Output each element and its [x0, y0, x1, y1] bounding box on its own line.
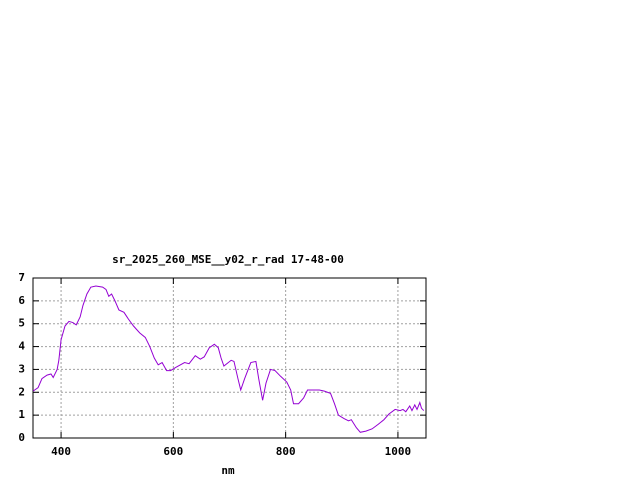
y-tick-label: 5: [18, 317, 25, 330]
y-tick-label: 6: [18, 294, 25, 307]
chart-title: sr_2025_260_MSE__y02_r_rad 17-48-00: [112, 253, 344, 266]
y-tick-label: 7: [18, 271, 25, 284]
x-tick-label: 600: [163, 445, 183, 458]
y-tick-label: 1: [18, 408, 25, 421]
x-tick-label: 800: [276, 445, 296, 458]
x-tick-label: 400: [51, 445, 71, 458]
x-tick-label: 1000: [385, 445, 412, 458]
plot-frame: [32, 277, 427, 439]
y-tick-label: 4: [18, 340, 25, 353]
data-line: [32, 285, 425, 433]
y-tick-label: 2: [18, 385, 25, 398]
x-axis-label: nm: [221, 464, 235, 477]
y-tick-label: 0: [18, 431, 25, 444]
y-tick-label: 3: [18, 362, 25, 375]
